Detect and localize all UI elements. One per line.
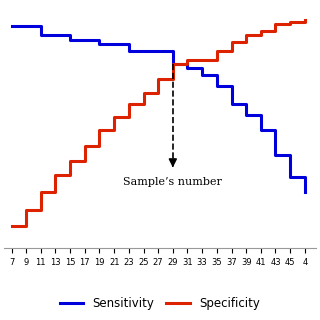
Sensitivity xyxy=(215,84,219,88)
Sensitivity xyxy=(127,49,131,52)
Specificity xyxy=(141,91,145,95)
Text: Sample’s number: Sample’s number xyxy=(124,177,222,187)
Specificity xyxy=(39,190,43,194)
Specificity xyxy=(98,129,101,132)
Specificity xyxy=(112,115,116,119)
Sensitivity xyxy=(39,33,43,37)
Legend: Sensitivity, Specificity: Sensitivity, Specificity xyxy=(55,292,265,315)
Line: Sensitivity: Sensitivity xyxy=(12,26,305,192)
Specificity xyxy=(83,144,87,148)
Specificity xyxy=(24,208,28,212)
Sensitivity xyxy=(186,67,189,70)
Sensitivity xyxy=(68,38,72,42)
Sensitivity xyxy=(303,190,307,194)
Specificity xyxy=(53,173,57,177)
Specificity xyxy=(244,33,248,37)
Sensitivity xyxy=(156,49,160,52)
Sensitivity xyxy=(244,113,248,117)
Specificity xyxy=(200,58,204,61)
Sensitivity xyxy=(171,62,175,66)
Sensitivity xyxy=(24,24,28,28)
Specificity xyxy=(229,40,233,44)
Specificity xyxy=(156,77,160,81)
Specificity xyxy=(215,49,219,52)
Specificity xyxy=(186,58,189,61)
Sensitivity xyxy=(141,49,145,52)
Sensitivity xyxy=(229,102,233,106)
Sensitivity xyxy=(53,33,57,37)
Specificity xyxy=(127,102,131,106)
Specificity xyxy=(288,20,292,24)
Line: Specificity: Specificity xyxy=(12,20,305,226)
Specificity xyxy=(259,29,263,33)
Sensitivity xyxy=(288,175,292,179)
Sensitivity xyxy=(98,42,101,46)
Specificity xyxy=(303,18,307,21)
Sensitivity xyxy=(274,153,277,157)
Specificity xyxy=(171,62,175,66)
Sensitivity xyxy=(83,38,87,42)
Sensitivity xyxy=(259,129,263,132)
Specificity xyxy=(274,22,277,26)
Specificity xyxy=(68,159,72,163)
Sensitivity xyxy=(10,24,13,28)
Sensitivity xyxy=(112,42,116,46)
Sensitivity xyxy=(200,73,204,77)
Specificity xyxy=(10,224,13,228)
